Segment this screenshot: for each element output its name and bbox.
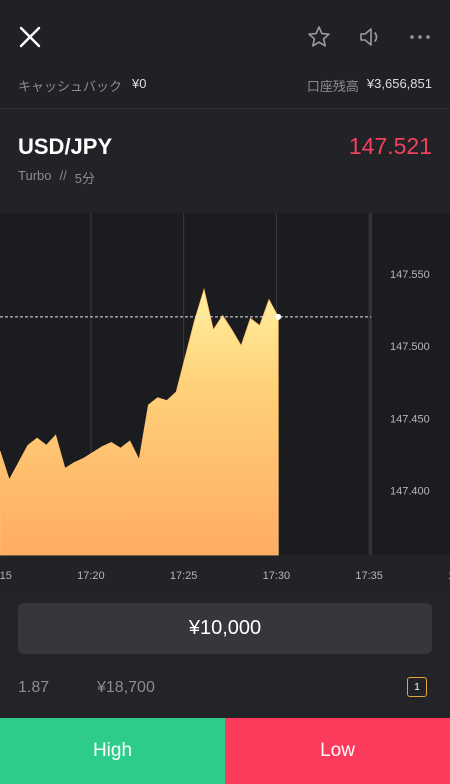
more-icon[interactable] bbox=[408, 30, 432, 44]
mode-row: Turbo // 5分 bbox=[18, 168, 95, 187]
current-point bbox=[275, 313, 282, 320]
payout: ¥18,700 bbox=[97, 679, 155, 696]
badge-count: 1 bbox=[414, 681, 420, 693]
badge[interactable]: 1 bbox=[407, 677, 427, 697]
mode: Turbo bbox=[18, 168, 52, 183]
close-icon[interactable] bbox=[18, 25, 42, 49]
y-tick-label: 147.550 bbox=[390, 269, 430, 281]
x-tick-label: 17:40 bbox=[448, 570, 450, 582]
symbol: USD/JPY bbox=[18, 134, 113, 159]
x-tick-label: 17:30 bbox=[263, 570, 291, 582]
balance-row: 口座残高 ¥3,656,851 bbox=[307, 76, 432, 95]
low-label: Low bbox=[320, 740, 355, 761]
payout-rate: 1.87 bbox=[18, 679, 50, 696]
x-tick-label: 17:35 bbox=[355, 570, 383, 582]
price-area bbox=[0, 287, 279, 556]
high-label: High bbox=[92, 740, 133, 761]
x-tick-label: 17:20 bbox=[77, 570, 105, 582]
balance: ¥3,656,851 bbox=[366, 76, 432, 91]
balance-label: 口座残高 bbox=[306, 79, 359, 94]
x-tick-label: 17:25 bbox=[170, 570, 198, 582]
amount-input[interactable]: ¥10,000 bbox=[18, 603, 432, 654]
separator: // bbox=[59, 168, 67, 183]
y-tick-label: 147.400 bbox=[390, 485, 430, 497]
duration: 5分 bbox=[74, 171, 95, 186]
amount: ¥10,000 bbox=[188, 617, 262, 639]
favorite-icon[interactable] bbox=[307, 25, 331, 49]
x-axis-strip bbox=[0, 555, 450, 598]
instrument-panel bbox=[0, 109, 450, 213]
low-button[interactable]: Low bbox=[225, 718, 450, 784]
sound-icon[interactable] bbox=[358, 25, 382, 49]
high-button[interactable]: High bbox=[0, 718, 225, 784]
current-price: 147.521 bbox=[348, 133, 432, 159]
cashback-label: キャッシュバック bbox=[18, 79, 123, 94]
y-tick-label: 147.450 bbox=[390, 413, 430, 425]
chart: 147.400 147.450 147.500 147.550 17:15 17:20 17… bbox=[0, 213, 450, 598]
top-bar bbox=[0, 0, 450, 109]
cashback: ¥0 bbox=[132, 76, 147, 91]
y-tick-label: 147.500 bbox=[390, 341, 430, 353]
x-tick-label: 17:15 bbox=[0, 570, 12, 582]
